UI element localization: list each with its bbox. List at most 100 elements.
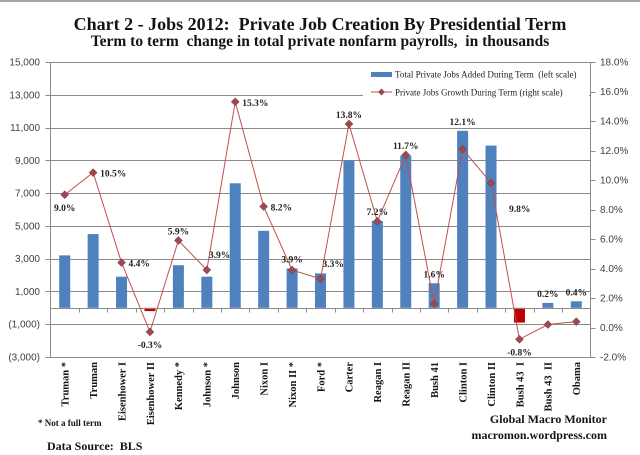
growth-marker [515,334,524,344]
category-label: Obama [572,361,583,395]
legend-background [363,64,589,98]
right-axis-tick-label: 10.0% [600,176,628,187]
category-label: Eisenhower I [117,362,128,421]
bar [457,130,469,308]
bar [286,268,298,308]
growth-marker [230,97,240,107]
bar [59,255,71,308]
data-label: 10.5% [100,170,126,180]
right-axis-tick-label: 16.0% [600,87,628,98]
left-axis-tick-label: 7,000 [15,189,40,200]
growth-marker [372,216,382,226]
data-label: 0.2% [537,290,558,300]
growth-marker [344,119,354,129]
left-axis-tick-label: 9,000 [15,156,40,167]
data-label: 12.1% [450,118,476,128]
right-axis-tick-label: 14.0% [600,117,628,128]
bar [144,307,156,312]
category-label: Reagan II [402,362,413,407]
bar [371,220,383,308]
growth-marker [401,150,411,160]
category-label: Bush 43 II [544,362,555,411]
growth-marker [429,299,439,309]
category-label: Clinton I [458,362,469,403]
right-axis-tick-label: 18.0% [600,58,628,69]
right-axis-tick-label: 8.0% [600,205,623,216]
left-axis-tick-label: 3,000 [15,254,40,265]
growth-marker [117,258,126,267]
data-label: 13.8% [336,111,362,121]
category-label: Clinton II [487,362,498,407]
legend-diamond-marker-icon [378,88,385,96]
category-labels: Truman * Truman Eisenhower I Eisenhower II K… [61,361,584,425]
footnote-not-full-term: * Not a full term [38,418,102,428]
left-axis-tick-label: 15,000 [9,58,40,69]
data-label: 9.8% [509,205,530,215]
chart-title: Chart 2 - Jobs 2012: Private Job Creatio… [74,14,567,34]
right-axis-tick-label: -2.0% [600,353,626,364]
data-label: 3.9% [281,256,302,266]
category-label: Eisenhower II [146,362,157,425]
data-label: 3.9% [209,251,230,261]
data-source: Data Source: BLS [47,439,143,453]
bar-series-jobs-added [59,130,582,323]
bar [343,160,355,308]
right-axis-tick-label: 6.0% [600,235,623,246]
left-axis-tick-label: 11,000 [10,123,40,134]
right-axis-tick-label: 12.0% [600,146,628,157]
bar [87,234,99,308]
data-label: 4.4% [129,260,150,270]
growth-marker [174,236,183,245]
legend: Total Private Jobs Added During Term (le… [363,64,589,98]
left-axis-tick-label: 13,000 [9,90,40,101]
category-label: Nixon II * [288,362,299,408]
data-label: 11.7% [393,142,419,152]
growth-marker [88,168,98,177]
right-axis-tick-label: 0.0% [600,323,623,334]
right-axis-tick-label: 2.0% [600,294,623,305]
top-border [0,0,640,2]
bar [542,302,554,308]
bar [428,283,440,308]
left-axis-tick-label: (3,000) [8,353,40,364]
category-label: Truman * [61,362,72,406]
category-label: Bush 43 I [515,362,526,407]
growth-marker [145,327,155,337]
data-label: 15.3% [242,99,268,109]
bar [258,230,270,308]
bar [172,265,184,308]
growth-marker [571,317,581,326]
bar [485,145,497,308]
growth-marker [202,265,212,275]
category-label: Nixon I [259,362,270,396]
category-label: Truman [89,362,100,399]
data-label: 8.2% [271,204,292,214]
right-axis-tick-label: 4.0% [600,264,623,275]
category-label: Kennedy * [174,362,185,410]
chart-subtitle: Term to term change in total private non… [91,33,550,50]
category-label: Carter [345,362,356,393]
left-axis-tick-label: 1,000 [15,287,40,298]
growth-marker [543,320,553,329]
brand-site: macromon.wordpress.com [471,428,607,442]
bar [315,273,326,308]
data-label: 1.6% [423,270,444,280]
line-series-jobs-growth [60,97,581,344]
data-label: -0.8% [507,348,532,358]
growth-marker [60,190,70,200]
data-label: 0.4% [566,288,587,298]
category-label: Ford * [316,362,327,392]
data-label: 9.0% [54,204,75,214]
bar [570,301,582,308]
bar [400,155,412,308]
growth-marker [287,265,297,275]
legend-label-jobs-growth: Private Jobs Growth During Term (right s… [395,88,563,98]
growth-marker [316,274,325,284]
bar [513,307,525,323]
bar [229,183,241,308]
left-axis-tick-label: 5,000 [15,221,40,232]
category-label: Reagan I [373,362,384,403]
bar [201,276,213,308]
bar [116,276,128,308]
